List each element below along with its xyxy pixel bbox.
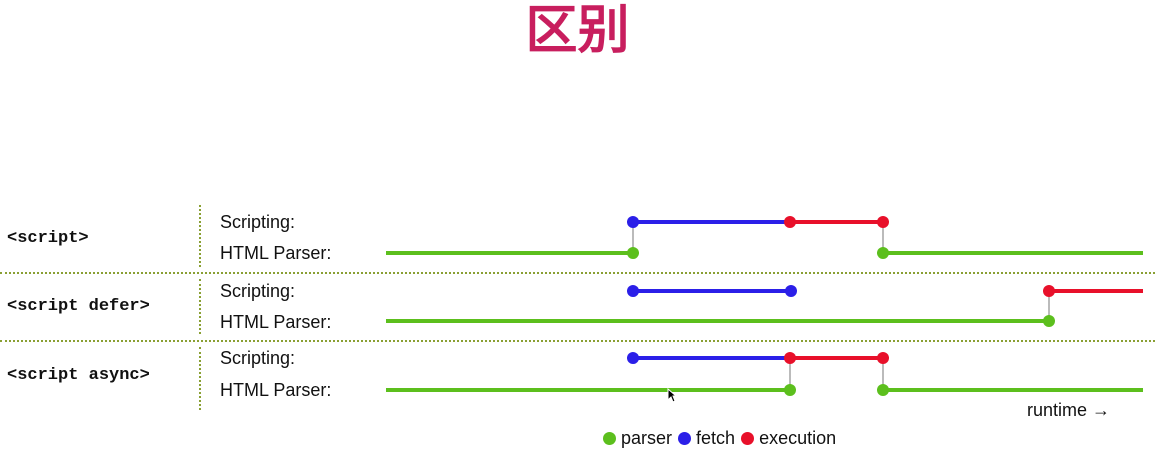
runtime-axis-label: runtime → [1027, 400, 1111, 420]
execution-start-dot [784, 352, 796, 364]
legend-label: parser [621, 427, 673, 448]
scripting-lane-label: Scripting: [220, 212, 296, 232]
parser-lane-label: HTML Parser: [220, 380, 332, 400]
parser-pause-dot [627, 247, 639, 259]
parser-resume-dot [877, 247, 889, 259]
scripting-lane-label: Scripting: [220, 348, 296, 368]
page-title: 区别 [525, 1, 630, 61]
execution-end-dot [877, 352, 889, 364]
row-divider [0, 272, 1155, 274]
legend: parser fetch execution [603, 427, 842, 449]
parser-lane-label: HTML Parser: [220, 312, 332, 332]
fetch-end-dot [785, 285, 797, 297]
row-label-script-async: <script async> [7, 366, 150, 385]
fetch-start-dot [627, 285, 639, 297]
execution-start-dot [1043, 285, 1055, 297]
execution-start-dot [784, 216, 796, 228]
scripting-lane-label: Scripting: [220, 281, 296, 301]
parser-end-dot [1043, 315, 1055, 327]
parser-resume-dot [877, 384, 889, 396]
mouse-cursor-icon [667, 388, 677, 403]
legend-label: fetch [696, 427, 736, 448]
parser-lane-label: HTML Parser: [220, 243, 332, 263]
fetch-dot-icon [678, 431, 692, 445]
parser-dot-icon [603, 431, 616, 445]
legend-label: execution [759, 427, 837, 448]
vertical-separator [199, 205, 201, 267]
vertical-separator [199, 279, 201, 334]
execution-dot-icon [741, 431, 755, 445]
vertical-separator [199, 347, 201, 410]
legend-item-parser: parser [603, 428, 672, 449]
legend-item-execution: execution [741, 428, 836, 449]
fetch-start-dot [627, 352, 639, 364]
row-divider [0, 340, 1155, 342]
execution-end-dot [877, 216, 889, 228]
legend-item-fetch: fetch [678, 428, 735, 449]
row-label-script: <script> [7, 229, 89, 248]
parser-pause-dot [784, 384, 796, 396]
row-label-script-defer: <script defer> [7, 297, 150, 316]
fetch-start-dot [627, 216, 639, 228]
